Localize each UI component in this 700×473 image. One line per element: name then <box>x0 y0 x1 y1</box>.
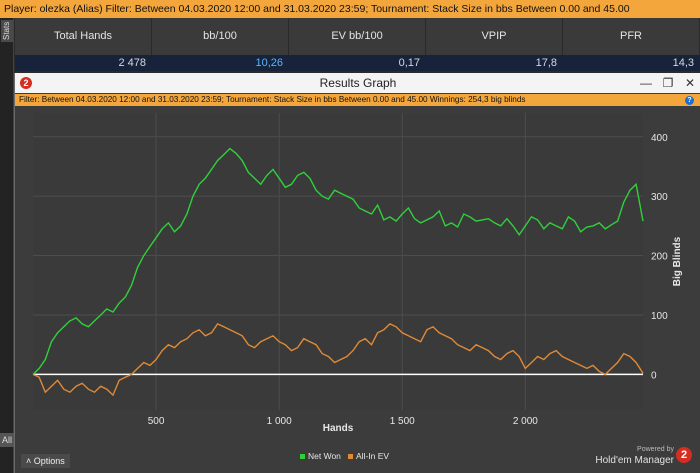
window-title: Results Graph <box>319 76 397 90</box>
x-tick-label: 500 <box>148 416 165 427</box>
stats-sidebar: Stats All <box>0 18 14 473</box>
stats-tab[interactable]: Stats <box>1 20 13 42</box>
header-ev-bb-100[interactable]: EV bb/100 <box>289 18 426 55</box>
value-pfr: 14,3 <box>672 57 694 69</box>
header-total-hands[interactable]: Total Hands <box>15 18 152 55</box>
x-tick-label: 1 000 <box>267 416 292 427</box>
legend: Net Won All-In EV <box>300 451 389 461</box>
results-graph: 0 100 200 300 400 500 1 000 1 500 2 000 Hands Bi… <box>32 113 683 461</box>
net-won-line <box>32 147 644 375</box>
chevron-up-icon: ˄ <box>26 456 32 466</box>
all-in-ev-line <box>32 323 644 397</box>
options-button[interactable]: ˄ Options <box>21 454 70 468</box>
y-tick-label: 400 <box>651 133 668 144</box>
stats-values-row[interactable]: 2 478 10,26 0,17 17,8 14,3 <box>15 55 700 71</box>
plot-background <box>33 113 643 410</box>
header-pfr[interactable]: PFR <box>563 18 700 55</box>
left-cut-label[interactable]: All <box>0 433 14 447</box>
graph-filter-bar: Filter: Between 04.03.2020 12:00 and 31.… <box>15 94 700 106</box>
value-bb-100: 10,26 <box>255 57 283 69</box>
tick-labels: 0 100 200 300 400 500 1 000 1 500 2 000 <box>148 133 668 427</box>
legend-swatch-net-won <box>300 454 305 459</box>
x-tick-label: 2 000 <box>513 416 538 427</box>
x-axis-title: Hands <box>323 423 354 434</box>
app-logo-icon: 2 <box>20 77 32 89</box>
window-titlebar[interactable]: 2 Results Graph — ❐ ✕ <box>15 73 700 93</box>
value-ev-bb-100: 0,17 <box>398 57 420 69</box>
legend-label-net-won[interactable]: Net Won <box>308 451 341 461</box>
header-vpip[interactable]: VPIP <box>426 18 563 55</box>
y-tick-label: 200 <box>651 252 668 263</box>
options-label: Options <box>33 456 65 466</box>
y-tick-label: 100 <box>651 311 668 322</box>
header-bb-100[interactable]: bb/100 <box>152 18 289 55</box>
powered-by-text: Powered by <box>637 446 674 453</box>
help-icon[interactable]: ? <box>685 96 694 105</box>
brand-logo-icon: 2 <box>676 447 692 463</box>
value-total-hands: 2 478 <box>118 57 146 69</box>
y-tick-label: 300 <box>651 192 668 203</box>
close-button[interactable]: ✕ <box>684 76 696 90</box>
player-filter-bar: Player: olezka (Alias) Filter: Between 0… <box>0 0 700 18</box>
y-tick-label: 0 <box>651 370 657 381</box>
value-vpip: 17,8 <box>535 57 557 69</box>
y-axis-title: Big Blinds <box>672 236 683 286</box>
minimize-button[interactable]: — <box>640 76 652 90</box>
restore-button[interactable]: ❐ <box>662 76 674 90</box>
stats-header-row: Total Hands bb/100 EV bb/100 VPIP PFR <box>15 18 700 55</box>
brand-name: Hold'em Manager <box>595 455 674 466</box>
x-tick-label: 1 500 <box>390 416 415 427</box>
legend-label-all-in-ev[interactable]: All-In EV <box>356 451 389 461</box>
legend-swatch-all-in-ev <box>348 454 353 459</box>
results-graph-window: 2 Results Graph — ❐ ✕ Filter: Between 04… <box>14 73 700 473</box>
